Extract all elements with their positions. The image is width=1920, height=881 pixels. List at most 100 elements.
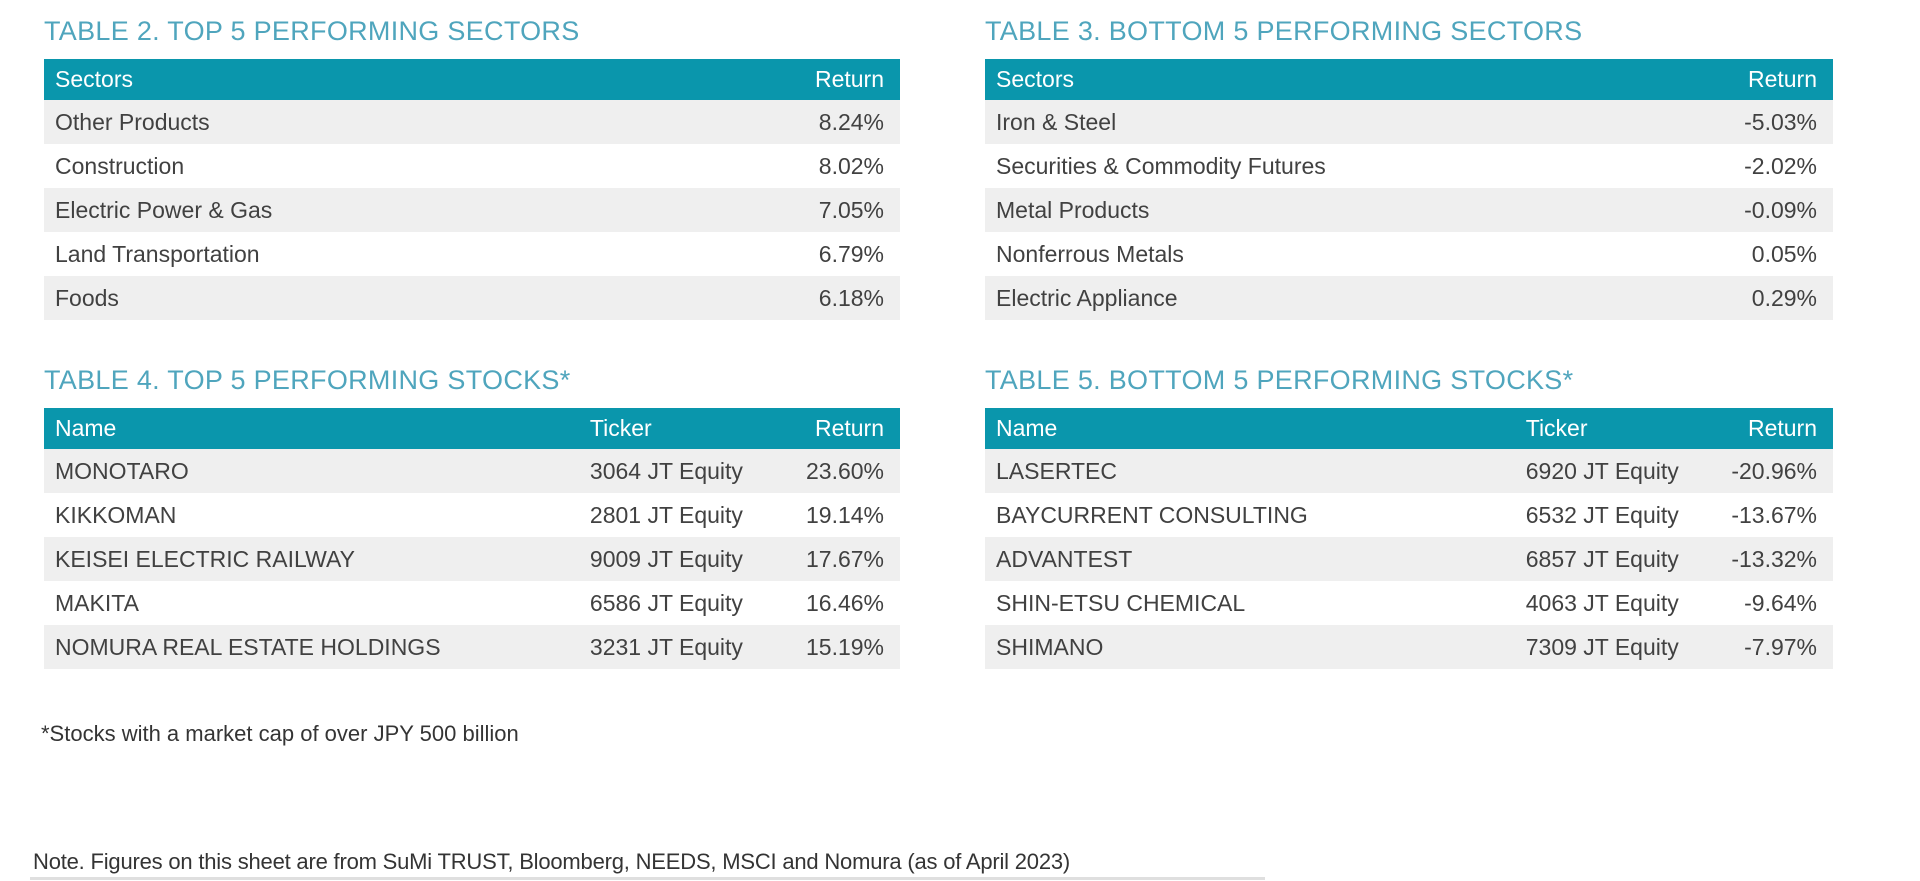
table-cell: 8.24% [726,100,900,144]
table-cell: -20.96% [1706,449,1833,493]
table-row: NOMURA REAL ESTATE HOLDINGS 3231 JT Equit… [44,625,900,669]
table-cell: 23.60% [772,449,900,493]
table-cell: -9.64% [1744,589,1817,616]
table-cell: 19.14% [805,501,884,528]
table-title: TABLE 4. TOP 5 PERFORMING STOCKS* [44,365,571,395]
table-row: LASERTEC 6920 JT Equity -20.96% [985,449,1833,493]
table-cell: Nonferrous Metals [996,240,1184,267]
table-row: ADVANTEST 6857 JT Equity -13.32% [985,537,1833,581]
table-cell: 8.02% [818,152,884,179]
table-cell: 6532 JT Equity [1525,501,1679,528]
table-title: TABLE 3. BOTTOM 5 PERFORMING SECTORS [985,16,1583,46]
table-row: KEISEI ELECTRIC RAILWAY 9009 JT Equity 17.… [44,537,900,581]
table-cell: 3231 JT Equity [589,625,773,669]
table-cell: 6920 JT Equity [1525,449,1707,493]
table-cell: Other Products [44,100,727,144]
table-cell: Iron & Steel [985,100,1662,144]
bottom-stocks-table: Name Ticker Return LASERTEC 6920 JT Equity -… [985,408,1833,669]
column-header-name: Name [985,408,1526,449]
table-cell: KEISEI ELECTRIC RAILWAY [44,537,590,581]
table-cell: -13.67% [1731,501,1817,528]
table-cell: 17.67% [772,537,900,581]
table-cell: 7309 JT Equity [1525,625,1707,669]
column-header-return: Return [772,408,900,449]
column-header-sectors: Sectors [985,59,1662,100]
table-cell: Metal Products [985,188,1662,232]
table-cell: MONOTARO [44,449,590,493]
table-cell: Foods [44,276,727,320]
table-cell: Securities & Commodity Futures [996,152,1326,179]
table-cell: ADVANTEST [985,537,1526,581]
column-header-sectors: Sectors [44,59,727,100]
column-header-return: Return [726,59,900,100]
table-row: MONOTARO 3064 JT Equity 23.60% [44,449,900,493]
table-row: BAYCURRENT CONSULTING 6532 JT Equity -13.6… [985,493,1833,537]
table-cell: SHIMANO [985,625,1526,669]
table-row: Other Products 8.24% [44,100,900,144]
column-header-return: Return [1706,408,1833,449]
table-cell: -2.02% [1744,152,1817,179]
table-row: KIKKOMAN 2801 JT Equity 19.14% [44,493,900,537]
page-bottom-divider [30,877,1265,880]
table-cell: LASERTEC [985,449,1526,493]
table-cell: Construction [55,152,185,179]
top-sectors-table: Sectors Return Other Products 8.24% Constru… [44,59,900,320]
table-cell: 6586 JT Equity [589,589,743,616]
table-row: Electric Power & Gas 7.05% [44,188,900,232]
footnote-market-cap: *Stocks with a market cap of over JPY 50… [41,721,519,746]
table-cell: NOMURA REAL ESTATE HOLDINGS [44,625,590,669]
table-cell: 2801 JT Equity [589,501,743,528]
table-bottom-stocks: TABLE 5. BOTTOM 5 PERFORMING STOCKS* Nam… [985,364,1833,669]
table-row: Construction 8.02% [44,144,900,188]
table-top-sectors: TABLE 2. TOP 5 PERFORMING SECTORS Sector… [44,15,900,320]
table-row: SHIN-ETSU CHEMICAL 4063 JT Equity -9.64% [985,581,1833,625]
table-cell: 6.18% [726,276,900,320]
table-cell: 4063 JT Equity [1525,589,1679,616]
table-cell: 15.19% [772,625,900,669]
table-cell: Land Transportation [55,240,260,267]
source-note: Note. Figures on this sheet are from SuM… [33,849,1071,874]
column-header-ticker: Ticker [1525,408,1707,449]
table-cell: 6.79% [818,240,884,267]
table-cell: 0.05% [1751,240,1817,267]
table-cell: BAYCURRENT CONSULTING [996,501,1308,528]
table-row: Land Transportation 6.79% [44,232,900,276]
table-cell: 6857 JT Equity [1525,537,1707,581]
table-row: Securities & Commodity Futures -2.02% [985,144,1833,188]
table-cell: MAKITA [55,589,139,616]
table-row: Metal Products -0.09% [985,188,1833,232]
table-title: TABLE 5. BOTTOM 5 PERFORMING STOCKS* [985,365,1574,395]
table-row: Foods 6.18% [44,276,900,320]
table-row: Iron & Steel -5.03% [985,100,1833,144]
table-top-stocks: TABLE 4. TOP 5 PERFORMING STOCKS* Name Ti… [44,364,900,669]
table-row: MAKITA 6586 JT Equity 16.46% [44,581,900,625]
table-cell: 0.29% [1661,276,1833,320]
table-cell: KIKKOMAN [55,501,177,528]
table-header-row: Name Ticker Return [44,408,900,449]
column-header-return: Return [1661,59,1833,100]
table-header-row: Name Ticker Return [985,408,1833,449]
column-header-name: Name [44,408,590,449]
table-cell: SHIN-ETSU CHEMICAL [996,589,1246,616]
table-cell: 7.05% [726,188,900,232]
table-header-row: Sectors Return [44,59,900,100]
table-cell: 9009 JT Equity [589,537,773,581]
table-cell: -13.32% [1706,537,1833,581]
table-row: SHIMANO 7309 JT Equity -7.97% [985,625,1833,669]
table-cell: 3064 JT Equity [589,449,773,493]
table-row: Nonferrous Metals 0.05% [985,232,1833,276]
table-cell: Electric Appliance [985,276,1662,320]
table-cell: -0.09% [1661,188,1833,232]
table-cell: -5.03% [1661,100,1833,144]
top-stocks-table: Name Ticker Return MONOTARO 3064 JT Equity 2… [44,408,900,669]
table-cell: 16.46% [805,589,884,616]
table-header-row: Sectors Return [985,59,1833,100]
table-cell: -7.97% [1706,625,1833,669]
table-title: TABLE 2. TOP 5 PERFORMING SECTORS [44,16,580,46]
table-bottom-sectors: TABLE 3. BOTTOM 5 PERFORMING SECTORS Sec… [985,15,1833,320]
bottom-sectors-table: Sectors Return Iron & Steel -5.03% Securiti… [985,59,1833,320]
table-cell: Electric Power & Gas [44,188,727,232]
table-row: Electric Appliance 0.29% [985,276,1833,320]
column-header-ticker: Ticker [589,408,773,449]
